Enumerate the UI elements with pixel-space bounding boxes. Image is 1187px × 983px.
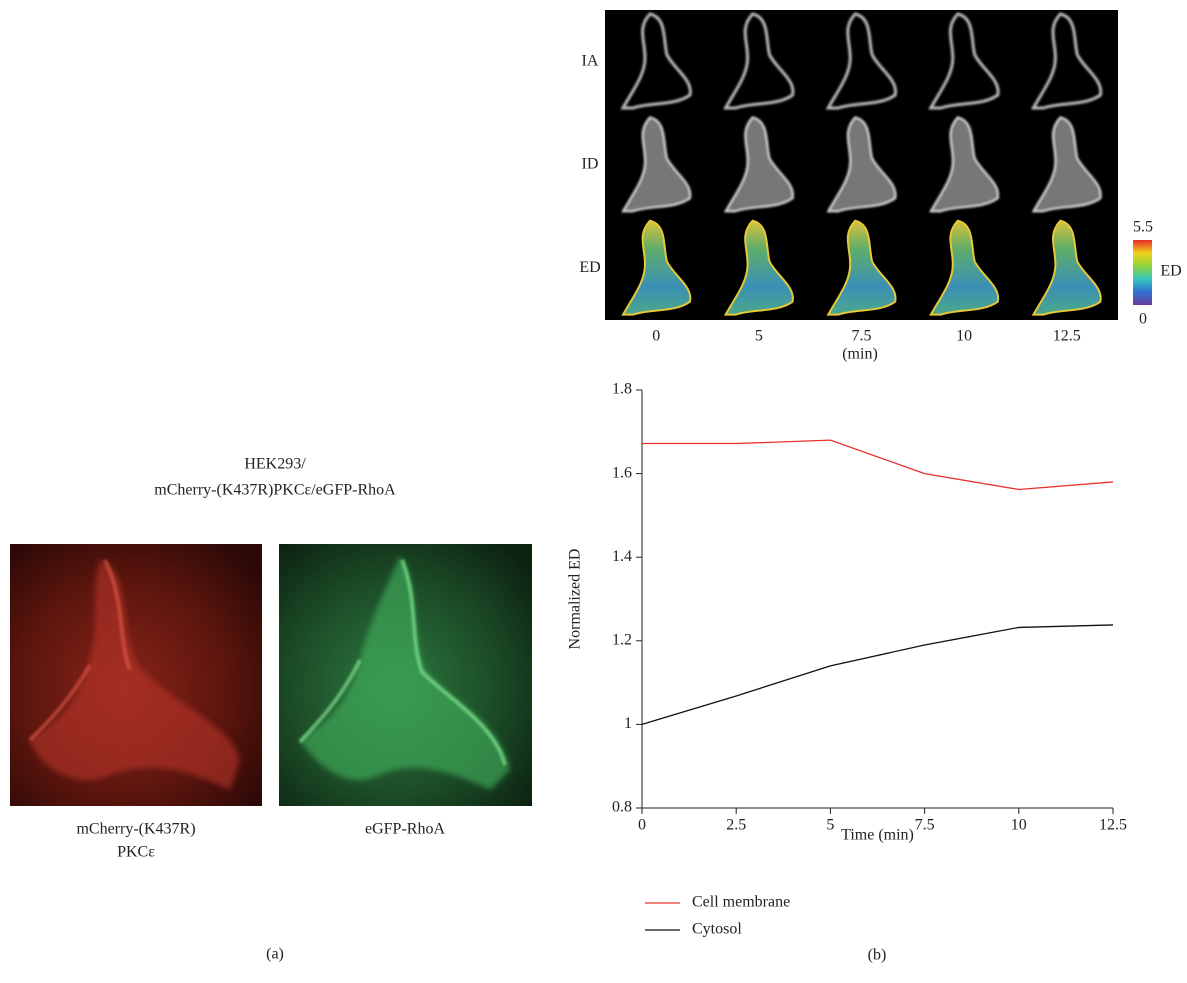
cell-image bbox=[1030, 12, 1103, 110]
x-tick-label: 2.5 bbox=[726, 817, 746, 834]
green-image bbox=[279, 544, 532, 806]
y-tick-label: 0.8 bbox=[612, 799, 632, 816]
cell-image bbox=[621, 219, 692, 316]
cell-image bbox=[1031, 116, 1102, 213]
row-label: IA bbox=[582, 52, 599, 69]
column-unit: (min) bbox=[842, 346, 878, 363]
x-tick-label: 12.5 bbox=[1099, 817, 1127, 834]
y-tick-label: 1.2 bbox=[612, 631, 632, 648]
row-label: ED bbox=[579, 259, 600, 276]
colorbar bbox=[1133, 240, 1152, 305]
column-label: 0 bbox=[652, 328, 660, 345]
cell-image bbox=[723, 116, 794, 213]
image-caption: PKCε bbox=[117, 844, 155, 861]
x-tick-label: 10 bbox=[1011, 817, 1027, 834]
cell-image bbox=[929, 219, 1000, 316]
row-label: ID bbox=[582, 156, 599, 173]
red-image bbox=[10, 544, 262, 806]
x-tick-label: 7.5 bbox=[915, 817, 935, 834]
panel-label: (a) bbox=[266, 946, 284, 963]
panel-title: HEK293/ bbox=[244, 456, 306, 473]
cell-image bbox=[928, 12, 1000, 110]
image-caption: eGFP-RhoA bbox=[365, 821, 445, 838]
cell-image bbox=[825, 12, 897, 110]
x-tick-label: 5 bbox=[826, 817, 834, 834]
x-tick-label: 0 bbox=[638, 817, 646, 834]
colorbar-label: 5.5 bbox=[1133, 219, 1153, 236]
y-axis-label: Normalized ED bbox=[567, 549, 584, 650]
column-label: 7.5 bbox=[852, 328, 872, 345]
y-tick-label: 1 bbox=[624, 715, 632, 732]
panel-label: (b) bbox=[868, 947, 887, 964]
cell-image bbox=[929, 116, 1000, 213]
cell-image bbox=[723, 12, 795, 110]
line-chart: 0.8 1 1.2 1.4 1.6 1.8 0 2.5 5 7.5 10 12.5 Time (min)… bbox=[567, 381, 1127, 938]
legend-label: Cytosol bbox=[692, 921, 742, 938]
y-tick-label: 1.4 bbox=[612, 548, 632, 565]
cell-image bbox=[1031, 219, 1102, 316]
y-tick-label: 1.8 bbox=[612, 381, 632, 398]
image-strip: IA ID ED 0 5 7.5 10 12.5 bbox=[579, 10, 1118, 345]
cell-image bbox=[723, 219, 794, 316]
column-label: 5 bbox=[755, 328, 763, 345]
image-caption: mCherry-(K437R) bbox=[76, 821, 195, 838]
legend-label: Cell membrane bbox=[692, 894, 790, 911]
cell-image bbox=[826, 116, 897, 213]
panel-title: mCherry-(K437R)PKCε/eGFP-RhoA bbox=[154, 482, 396, 499]
column-label: 10 bbox=[956, 328, 972, 345]
cell-image bbox=[826, 219, 897, 316]
series-line bbox=[642, 439, 1114, 491]
colorbar-label: 0 bbox=[1139, 311, 1147, 328]
cell-image bbox=[621, 116, 692, 213]
series-line bbox=[641, 624, 1114, 726]
y-tick-label: 1.6 bbox=[612, 464, 632, 481]
x-axis-label: Time (min) bbox=[841, 827, 914, 844]
cell-image bbox=[620, 12, 692, 110]
colorbar-title: ED bbox=[1160, 263, 1181, 280]
column-label: 12.5 bbox=[1053, 328, 1081, 345]
